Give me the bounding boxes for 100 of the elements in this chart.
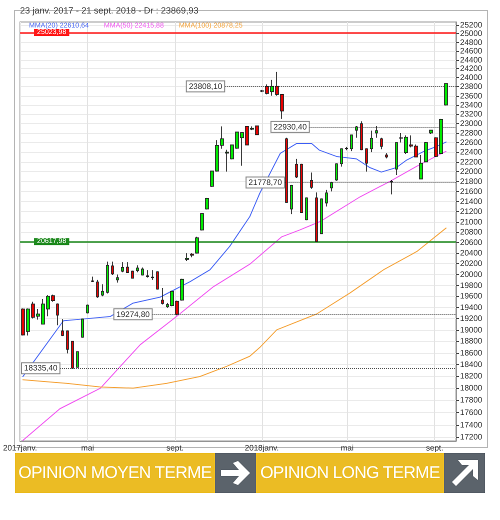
y-tick-label: 20800 bbox=[460, 228, 483, 237]
candlestick bbox=[290, 184, 293, 214]
y-tick-label: 18200 bbox=[460, 372, 483, 381]
ref-line-label: 23808,10 bbox=[188, 82, 223, 91]
y-tick-label: 25200 bbox=[460, 20, 483, 30]
y-tick-label: 21400 bbox=[460, 196, 483, 206]
y-tick-label: 25000 bbox=[460, 29, 483, 38]
candlestick bbox=[305, 196, 308, 221]
candlestick bbox=[315, 192, 318, 242]
candlestick bbox=[419, 154, 423, 180]
chart-title: 23 janv. 2017 - 21 sept. 2018 - Dr : 23869,93 bbox=[20, 6, 198, 16]
y-tick-label: 24200 bbox=[460, 64, 483, 74]
candlestick bbox=[61, 318, 64, 336]
x-tick-label: mai bbox=[340, 444, 354, 452]
y-tick-label: 18600 bbox=[460, 348, 483, 358]
y-tick-label: 18000 bbox=[460, 384, 483, 393]
candlestick bbox=[161, 288, 164, 305]
line-series bbox=[22, 228, 447, 389]
y-tick-label: 18800 bbox=[460, 336, 483, 346]
candlestick bbox=[185, 252, 189, 262]
candlestick bbox=[101, 284, 104, 297]
candlestick bbox=[365, 148, 368, 172]
y-tick-label: 24600 bbox=[460, 46, 483, 56]
candlestick bbox=[350, 134, 353, 152]
candlestick bbox=[295, 158, 298, 178]
candlestick bbox=[156, 270, 159, 290]
ref-line-label: 22930,40 bbox=[273, 122, 308, 132]
candlestick bbox=[390, 180, 393, 195]
y-tick-label: 24400 bbox=[460, 55, 483, 64]
line-series bbox=[22, 142, 447, 378]
candlestick bbox=[56, 303, 59, 326]
y-tick-label: 20400 bbox=[460, 248, 483, 258]
ref-line-label: 21778,70 bbox=[248, 178, 282, 187]
candlestick bbox=[71, 340, 74, 369]
candlestick bbox=[205, 197, 209, 210]
candlestick bbox=[300, 163, 303, 213]
y-tick-label: 17200 bbox=[460, 432, 483, 442]
candlestick bbox=[106, 261, 109, 294]
y-tick-label: 21000 bbox=[460, 217, 483, 226]
x-tick-label: sept. bbox=[426, 444, 444, 452]
y-tick-label: 18400 bbox=[460, 360, 483, 369]
y-tick-label: 23000 bbox=[460, 119, 483, 128]
candlestick bbox=[310, 172, 313, 190]
y-tick-label: 17800 bbox=[460, 396, 483, 405]
y-tick-label: 22600 bbox=[460, 138, 483, 148]
candlestick bbox=[96, 279, 99, 298]
y-tick-label: 19600 bbox=[460, 292, 483, 301]
ref-line-label: 19274,80 bbox=[116, 310, 150, 319]
y-tick-label: 21600 bbox=[460, 186, 483, 196]
candlestick bbox=[131, 270, 134, 279]
y-tick-label: 23200 bbox=[460, 110, 483, 119]
candlestick bbox=[126, 262, 129, 274]
candlestick bbox=[180, 278, 184, 302]
candlestick bbox=[141, 267, 144, 276]
y-tick-label: 22200 bbox=[460, 157, 483, 166]
candlestick bbox=[385, 152, 388, 159]
text: OPINION MOYEN TERME bbox=[15, 453, 215, 493]
y-tick-label: 22800 bbox=[460, 128, 483, 138]
y-tick-label: 17400 bbox=[460, 420, 483, 430]
y-tick-label: 20000 bbox=[460, 270, 483, 279]
candlestick bbox=[395, 142, 398, 176]
y-tick-label: 19000 bbox=[460, 325, 483, 334]
y-tick-label: 22000 bbox=[460, 167, 483, 176]
candlestick bbox=[66, 330, 69, 354]
candlestick bbox=[116, 274, 119, 283]
candlestick bbox=[285, 137, 288, 203]
y-tick-label: 23800 bbox=[460, 82, 483, 92]
candlestick bbox=[111, 261, 114, 276]
x-tick-label: sept. bbox=[166, 444, 184, 452]
candlestick bbox=[370, 130, 373, 153]
text: OPINION LONG TERME bbox=[256, 453, 444, 493]
candlestick bbox=[121, 262, 124, 273]
candlestick bbox=[195, 236, 199, 254]
candlestick bbox=[424, 142, 428, 163]
y-tick-label: 17600 bbox=[460, 408, 483, 417]
candlestick bbox=[91, 276, 94, 282]
y-tick-label: 21200 bbox=[460, 207, 483, 216]
x-tick-label: 2017janv. bbox=[2, 444, 38, 452]
candlestick bbox=[81, 318, 84, 338]
y-tick-label: 21800 bbox=[460, 176, 483, 186]
y-tick-label: 19200 bbox=[460, 314, 483, 323]
candlestick bbox=[360, 120, 363, 151]
candlestick bbox=[380, 137, 383, 150]
candlestick bbox=[320, 198, 323, 235]
candlestick bbox=[151, 270, 154, 280]
y-tick-label: 24000 bbox=[460, 73, 483, 82]
y-tick-label: 19800 bbox=[460, 280, 483, 290]
x-tick-label: mai bbox=[81, 444, 94, 452]
candlestick bbox=[325, 189, 328, 207]
y-tick-label: 20600 bbox=[460, 238, 483, 248]
candlestick bbox=[335, 162, 338, 182]
y-tick-label: 23600 bbox=[460, 91, 483, 100]
candlestick bbox=[444, 83, 448, 106]
y-tick-label: 23400 bbox=[460, 100, 483, 110]
candlestick bbox=[146, 270, 149, 278]
y-tick-label: 19400 bbox=[460, 302, 483, 312]
ref-line-label: 18335,40 bbox=[24, 364, 58, 373]
candlestick bbox=[136, 264, 139, 273]
x-tick-label: 2018janv. bbox=[244, 444, 279, 452]
candlestick bbox=[355, 126, 358, 138]
